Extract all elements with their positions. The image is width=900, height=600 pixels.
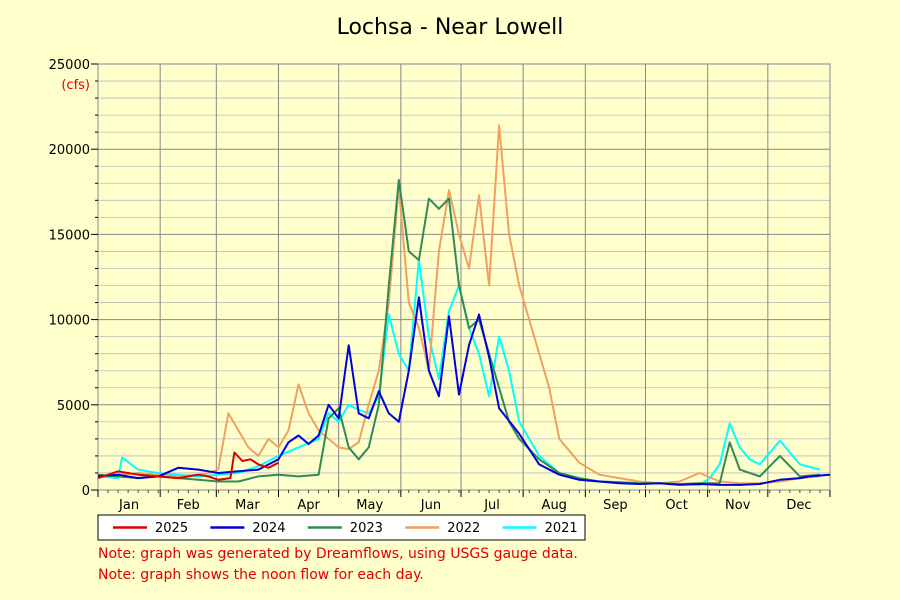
series-line-2022 xyxy=(97,124,821,485)
x-tick-label: Feb xyxy=(177,498,200,513)
chart-title: Lochsa - Near Lowell xyxy=(337,15,564,40)
x-tick-label: Dec xyxy=(786,498,811,513)
y-tick-label: 10000 xyxy=(49,314,90,329)
x-tick-label: Jul xyxy=(483,498,500,513)
x-tick-label: Jan xyxy=(118,498,139,513)
y-axis-unit-label: (cfs) xyxy=(61,78,90,93)
note-source: Note: graph was generated by Dreamflows,… xyxy=(98,546,578,562)
note-noon-flow: Note: graph shows the noon flow for each… xyxy=(98,567,424,583)
x-tick-label: Nov xyxy=(725,498,751,513)
legend: 2025 2024 2023 2022 2021 xyxy=(97,514,586,541)
y-tick-label: 15000 xyxy=(49,228,90,243)
x-tick-label: Aug xyxy=(542,498,567,513)
legend-label-2022: 2022 xyxy=(447,521,480,536)
x-tick-label: May xyxy=(356,498,383,513)
x-tick-label: Oct xyxy=(665,498,687,513)
legend-label-2024: 2024 xyxy=(252,521,285,536)
x-tick-label: Mar xyxy=(235,498,260,513)
y-tick-label: 0 xyxy=(82,484,90,499)
x-tick-label: Apr xyxy=(297,498,320,513)
legend-label-2025: 2025 xyxy=(155,521,188,536)
x-tick-label: Sep xyxy=(603,498,628,513)
x-tick-label: Jun xyxy=(420,498,441,513)
legend-label-2023: 2023 xyxy=(350,521,383,536)
y-tick-label: 5000 xyxy=(57,399,90,414)
legend-label-2021: 2021 xyxy=(545,521,578,536)
grid-lines xyxy=(97,63,831,491)
plot-area xyxy=(97,63,831,491)
series-lines xyxy=(97,124,831,486)
series-line-2024 xyxy=(97,296,831,486)
y-tick-label: 25000 xyxy=(49,58,90,73)
axes: Jan Feb Mar Apr May Jun Jul Aug Sep Oct Nov Dec 0 500… xyxy=(49,58,831,513)
series-line-2025 xyxy=(97,451,279,481)
y-tick-label: 20000 xyxy=(49,143,90,158)
